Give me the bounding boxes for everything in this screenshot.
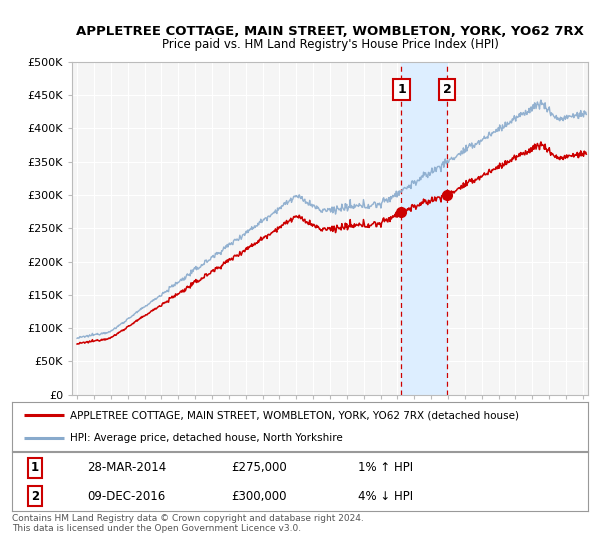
- Text: 1: 1: [31, 461, 39, 474]
- Text: 4% ↓ HPI: 4% ↓ HPI: [358, 489, 413, 502]
- Text: 28-MAR-2014: 28-MAR-2014: [87, 461, 166, 474]
- Text: HPI: Average price, detached house, North Yorkshire: HPI: Average price, detached house, Nort…: [70, 433, 343, 444]
- Text: £300,000: £300,000: [231, 489, 286, 502]
- Text: 2: 2: [31, 489, 39, 502]
- Text: £275,000: £275,000: [231, 461, 287, 474]
- Text: APPLETREE COTTAGE, MAIN STREET, WOMBLETON, YORK, YO62 7RX (detached house): APPLETREE COTTAGE, MAIN STREET, WOMBLETO…: [70, 410, 518, 421]
- Text: Contains HM Land Registry data © Crown copyright and database right 2024.
This d: Contains HM Land Registry data © Crown c…: [12, 514, 364, 534]
- Text: Price paid vs. HM Land Registry's House Price Index (HPI): Price paid vs. HM Land Registry's House …: [161, 38, 499, 50]
- Text: 2: 2: [443, 83, 451, 96]
- Bar: [401, 62, 447, 395]
- Text: APPLETREE COTTAGE, MAIN STREET, WOMBLETON, YORK, YO62 7RX: APPLETREE COTTAGE, MAIN STREET, WOMBLETO…: [76, 25, 584, 38]
- Text: 09-DEC-2016: 09-DEC-2016: [87, 489, 165, 502]
- Text: 1% ↑ HPI: 1% ↑ HPI: [358, 461, 413, 474]
- Text: 1: 1: [397, 83, 406, 96]
